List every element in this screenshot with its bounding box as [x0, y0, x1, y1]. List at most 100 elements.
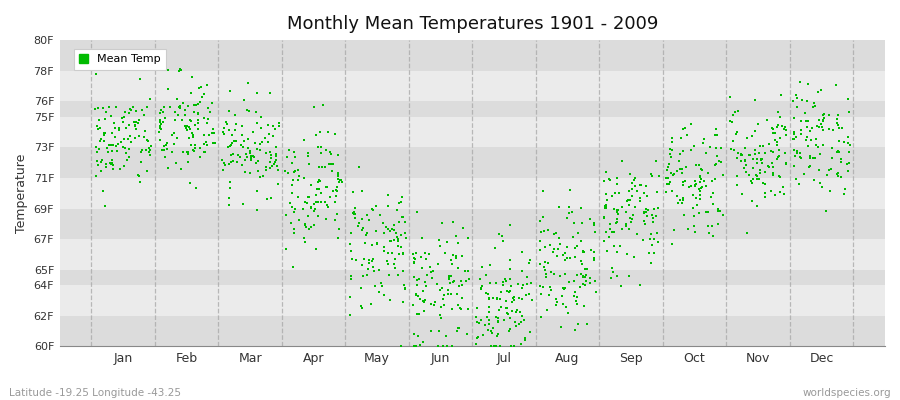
Point [519, 273, 534, 280]
Point [112, 125, 126, 131]
Point [291, 166, 305, 173]
Point [313, 199, 328, 206]
Point [152, 116, 166, 123]
Point [575, 261, 590, 268]
Point [758, 181, 772, 187]
Point [108, 124, 122, 131]
Point [749, 172, 763, 178]
Point [742, 151, 757, 158]
Point [816, 117, 831, 123]
Point [368, 282, 382, 289]
Point [644, 212, 659, 218]
Point [491, 306, 506, 313]
Point [488, 244, 502, 251]
Point [667, 226, 681, 233]
Point [789, 176, 804, 182]
Point [297, 234, 311, 241]
Point [571, 321, 585, 327]
Point [801, 143, 815, 150]
Point [160, 146, 175, 152]
Point [841, 168, 855, 174]
Point [286, 264, 301, 270]
Point [801, 164, 815, 170]
Point [296, 206, 310, 213]
Bar [59, 285, 885, 316]
Point [806, 104, 820, 110]
Point [348, 215, 363, 221]
Point [587, 249, 601, 255]
Point [537, 267, 552, 273]
Point [623, 171, 637, 178]
Point [454, 282, 469, 288]
Point [172, 65, 186, 72]
Point [676, 182, 690, 188]
Point [352, 164, 366, 171]
Point [561, 310, 575, 316]
Point [609, 174, 624, 181]
Point [520, 281, 535, 288]
Point [563, 187, 578, 193]
Point [313, 144, 328, 151]
Point [484, 330, 499, 336]
Point [793, 78, 807, 85]
Point [97, 138, 112, 144]
Point [770, 122, 785, 128]
Point [105, 156, 120, 163]
Point [263, 90, 277, 96]
Point [230, 159, 245, 166]
Point [395, 299, 410, 305]
Point [398, 230, 412, 236]
Point [678, 178, 692, 184]
Point [194, 153, 208, 160]
Point [414, 254, 428, 261]
Point [742, 152, 756, 158]
Point [320, 129, 335, 135]
Point [251, 168, 266, 174]
Point [603, 221, 617, 227]
Point [428, 298, 442, 305]
Point [676, 147, 690, 154]
Point [311, 164, 326, 170]
Point [457, 268, 472, 274]
Point [271, 166, 285, 173]
Point [362, 260, 376, 266]
Point [130, 172, 145, 178]
Point [124, 139, 139, 145]
Point [440, 239, 454, 246]
Point [306, 201, 320, 208]
Point [325, 168, 339, 174]
Point [267, 158, 282, 165]
Point [694, 166, 708, 172]
Point [144, 143, 158, 150]
Point [122, 133, 137, 139]
Point [496, 282, 510, 288]
Point [534, 291, 548, 297]
Point [128, 122, 142, 128]
Point [178, 112, 193, 118]
Point [775, 123, 789, 129]
Point [793, 150, 807, 156]
Point [124, 107, 139, 113]
Point [680, 132, 694, 138]
Point [461, 306, 475, 313]
Point [806, 176, 821, 183]
Point [320, 184, 335, 190]
Point [302, 161, 316, 167]
Point [257, 135, 272, 142]
Point [815, 124, 830, 130]
Point [507, 343, 521, 350]
Point [131, 116, 146, 123]
Point [610, 181, 625, 188]
Point [453, 305, 467, 312]
Point [514, 341, 528, 348]
Point [191, 110, 205, 116]
Point [194, 84, 209, 90]
Point [394, 244, 409, 250]
Point [88, 106, 103, 112]
Point [302, 194, 317, 200]
Point [432, 243, 446, 250]
Point [622, 225, 636, 232]
Point [141, 138, 156, 144]
Point [181, 150, 195, 157]
Point [259, 167, 274, 174]
